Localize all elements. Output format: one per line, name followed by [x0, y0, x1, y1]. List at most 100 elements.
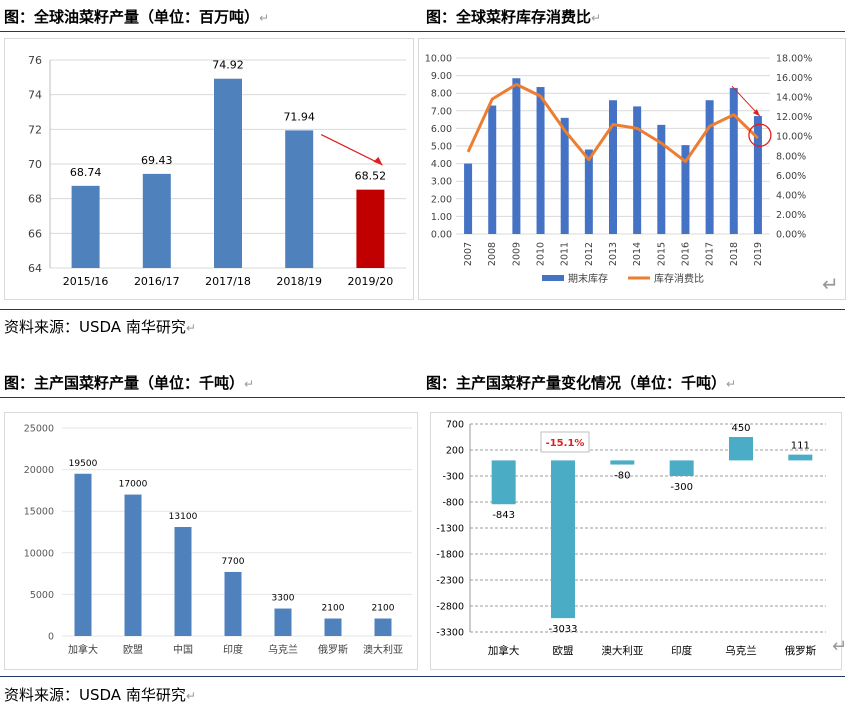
x-tick-label: 2008: [487, 242, 498, 266]
bar: [274, 608, 292, 636]
data-label: 111: [791, 441, 810, 452]
x-tick-label: 2018: [729, 242, 740, 266]
y-tick-label: 15000: [24, 507, 54, 518]
data-label: 3300: [272, 594, 295, 604]
x-tick-label: 印度: [223, 643, 243, 656]
x-tick-label: 2017: [705, 242, 716, 266]
stock-to-use-chart: 0.00 1.00 2.00 3.00 4.00 5.00 6.00 7.00 8.00 9.00…: [418, 38, 846, 300]
y-tick-label: 4.00: [431, 159, 452, 170]
y-tick-label: -3300: [436, 628, 464, 639]
bar: [788, 454, 813, 461]
x-tick-label: 2012: [584, 242, 595, 266]
trend-arrow-head: [373, 156, 383, 165]
bar: [356, 189, 385, 268]
bar: [536, 87, 545, 234]
x-tick-label: 2010: [536, 242, 547, 266]
y-tick-label: 1.00: [431, 212, 452, 223]
chart-frame: [4, 38, 414, 300]
y2-tick-label: 2.00%: [776, 210, 806, 221]
y-tick-label: 10.00: [425, 54, 452, 65]
y-tick-label: 5.00: [431, 142, 452, 153]
data-label: 17000: [119, 480, 148, 490]
bar: [464, 163, 473, 234]
bar: [609, 100, 617, 234]
bottom-left-title: 图：主产国菜籽产量（单位：千吨）↵: [4, 374, 255, 392]
data-label: 71.94: [283, 110, 315, 123]
data-label: 69.43: [141, 154, 173, 167]
y-tick-label: -2300: [436, 576, 464, 587]
data-label: -300: [670, 482, 693, 493]
bar: [142, 173, 171, 268]
bar: [491, 460, 516, 505]
y-tick-label: -2800: [436, 602, 464, 613]
legend-swatch-bar: [542, 275, 564, 281]
x-tick-label: 2017/18: [205, 275, 251, 288]
data-label: -3033: [548, 624, 577, 635]
bottom-title-rule: [0, 397, 845, 398]
data-label: 2100: [322, 604, 345, 614]
bar: [584, 149, 593, 234]
global-production-chart: 64 66 68 70 72 74 76 68.74 2015/16 69.43 2016/17 74…: [4, 38, 414, 300]
x-tick-label: 欧盟: [123, 644, 143, 656]
bar: [71, 185, 100, 268]
x-tick-label: 加拿大: [488, 644, 520, 657]
y2-tick-label: 12.00%: [776, 112, 812, 123]
bar: [488, 105, 497, 235]
data-label: 450: [731, 423, 750, 434]
y-tick-label: 76: [28, 54, 42, 67]
bar: [224, 571, 242, 636]
bar: [705, 100, 714, 234]
y-tick-label: 70: [28, 158, 42, 171]
x-tick-label: 2015: [656, 242, 667, 266]
y2-tick-label: 10.00%: [776, 132, 812, 143]
x-tick-label: 2014: [632, 242, 643, 266]
x-tick-label: 印度: [671, 644, 693, 657]
annotation-arrow-head: [752, 109, 760, 117]
country-change-chart: 700 200 -300 -800 -1300 -1800 -2300 -2800 -3300 -…: [430, 412, 842, 670]
y-tick-label: -300: [442, 472, 464, 483]
data-label: -80: [614, 471, 630, 482]
y-tick-label: 700: [446, 420, 464, 431]
bar: [669, 460, 694, 476]
bar: [610, 460, 635, 465]
y-tick-label: 64: [28, 262, 42, 275]
return-icon: ↵: [822, 272, 839, 296]
callout-box: [540, 431, 590, 453]
return-icon-2: ↵: [832, 636, 848, 657]
data-label: 2100: [372, 604, 395, 614]
y-tick-label: -1300: [436, 524, 464, 535]
bar: [512, 78, 521, 234]
data-label: 68.52: [355, 170, 387, 183]
x-tick-label: 2011: [560, 242, 571, 266]
data-label: 19500: [69, 459, 98, 469]
y-tick-label: 6.00: [431, 124, 452, 135]
data-label: 68.74: [70, 166, 102, 179]
x-tick-label: 2009: [511, 242, 522, 266]
source-note-1: 资料来源：USDA 南华研究↵: [4, 318, 196, 336]
chart-frame: [430, 412, 842, 670]
data-label: 74.92: [212, 59, 244, 72]
bar: [124, 494, 142, 636]
y-tick-label: -800: [442, 498, 464, 509]
legend-label: 库存消费比: [654, 272, 704, 285]
x-tick-label: 2015/16: [63, 275, 109, 288]
y-tick-label: -1800: [436, 550, 464, 561]
x-tick-label: 俄罗斯: [785, 644, 817, 657]
bar: [285, 130, 314, 268]
bar: [551, 460, 575, 619]
y-tick-label: 68: [28, 193, 42, 206]
bar: [729, 87, 738, 234]
y2-tick-label: 0.00%: [776, 230, 806, 241]
x-tick-label: 2016: [680, 242, 691, 266]
x-tick-label: 2019/20: [348, 275, 394, 288]
x-tick-label: 2007: [463, 242, 474, 266]
bar: [633, 106, 642, 234]
top-right-title: 图：全球菜籽库存消费比↵: [426, 8, 602, 26]
bar: [560, 117, 569, 234]
y2-tick-label: 14.00%: [776, 93, 812, 104]
bar: [74, 473, 92, 636]
bar: [174, 527, 192, 636]
mid-rule: [0, 309, 845, 310]
y-tick-label: 3.00: [431, 177, 452, 188]
country-production-chart: 0 5000 10000 15000 20000 25000 19500 加拿大 17000 欧盟…: [4, 412, 418, 670]
